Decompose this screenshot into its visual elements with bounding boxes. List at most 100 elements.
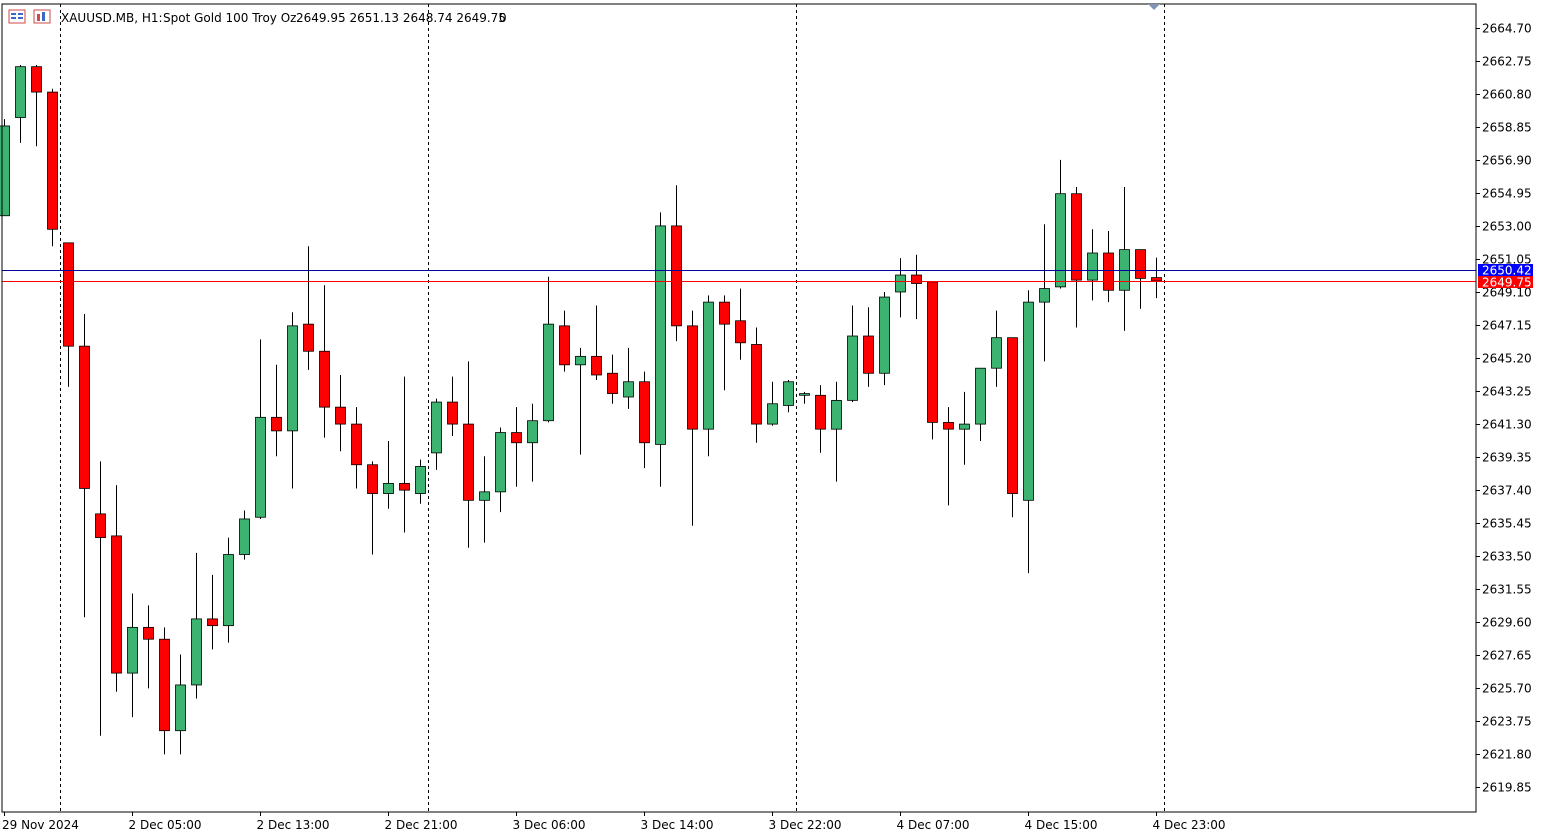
candle[interactable]	[559, 310, 570, 372]
bear-candle-body	[207, 618, 218, 627]
candle[interactable]	[431, 398, 442, 470]
candle[interactable]	[287, 312, 298, 489]
price-scale[interactable]: 2664.70 2662.75 2660.80 2658.85 2656.90 2654.…	[1476, 22, 1532, 795]
candle[interactable]	[367, 461, 378, 555]
bid-price-label: 2649.75	[1482, 276, 1532, 290]
candle[interactable]	[1039, 224, 1050, 362]
bull-candle-body	[239, 518, 250, 555]
candle[interactable]	[735, 288, 746, 360]
candle[interactable]	[1151, 257, 1162, 299]
bear-candle-body	[511, 432, 522, 444]
candle[interactable]	[671, 185, 682, 342]
candle[interactable]	[575, 347, 586, 455]
candle[interactable]	[415, 459, 426, 504]
candle[interactable]	[975, 367, 986, 442]
candle[interactable]	[47, 88, 58, 247]
candle[interactable]	[31, 64, 42, 147]
candle[interactable]	[191, 552, 202, 699]
price-tick-label: 2660.80	[1482, 88, 1532, 102]
candle[interactable]	[1135, 249, 1146, 309]
candle[interactable]	[239, 510, 250, 560]
candle[interactable]	[159, 627, 170, 755]
candle[interactable]	[495, 427, 506, 513]
candle[interactable]	[15, 64, 26, 143]
candle[interactable]	[847, 305, 858, 403]
candle[interactable]	[463, 361, 474, 548]
chart-properties-icon[interactable]	[33, 9, 51, 24]
candle[interactable]	[783, 380, 794, 413]
candle[interactable]	[351, 407, 362, 489]
candle[interactable]	[1007, 337, 1018, 518]
price-tick-label: 2635.45	[1482, 517, 1532, 531]
bear-candle-body	[1103, 252, 1114, 291]
shift-marker-icon[interactable]	[1148, 4, 1160, 10]
candle[interactable]	[1119, 186, 1130, 331]
time-tick-label: 2 Dec 13:00	[257, 818, 330, 832]
candle[interactable]	[127, 593, 138, 718]
candle[interactable]	[223, 537, 234, 643]
candle[interactable]	[895, 258, 906, 318]
candle[interactable]	[799, 391, 810, 404]
candles[interactable]	[0, 64, 1162, 755]
candle[interactable]	[927, 281, 938, 440]
candle[interactable]	[831, 381, 842, 482]
time-scale[interactable]: 29 Nov 2024 2 Dec 05:00 2 Dec 13:00 2 Dec 2…	[2, 812, 1226, 832]
candle[interactable]	[527, 403, 538, 482]
candle[interactable]	[63, 242, 74, 387]
candle[interactable]	[1071, 186, 1082, 328]
candle[interactable]	[111, 485, 122, 692]
candle[interactable]	[607, 354, 618, 404]
candle[interactable]	[863, 307, 874, 387]
candle[interactable]	[943, 407, 954, 506]
candle[interactable]	[335, 374, 346, 452]
candle[interactable]	[1023, 290, 1034, 574]
price-tick-label: 2641.30	[1482, 418, 1532, 432]
candle[interactable]	[991, 310, 1002, 387]
bear-candle-body	[463, 423, 474, 501]
candle[interactable]	[447, 376, 458, 436]
candle[interactable]	[319, 285, 330, 438]
candle[interactable]	[1055, 159, 1066, 289]
bear-candle-body	[943, 421, 954, 430]
candle[interactable]	[655, 212, 666, 487]
price-tick-label: 2647.15	[1482, 319, 1532, 333]
bear-candle-body	[271, 416, 282, 432]
candle[interactable]	[591, 305, 602, 381]
candle[interactable]	[767, 381, 778, 426]
candle[interactable]	[303, 246, 314, 370]
price-tick-label: 2639.35	[1482, 451, 1532, 465]
candle[interactable]	[815, 385, 826, 453]
candle[interactable]	[639, 371, 650, 469]
candle[interactable]	[959, 391, 970, 465]
candle[interactable]	[623, 347, 634, 409]
candle[interactable]	[383, 441, 394, 509]
bear-candle-body	[95, 513, 106, 538]
bear-candle-body	[63, 242, 74, 347]
candle[interactable]	[511, 407, 522, 487]
candle[interactable]	[879, 291, 890, 386]
candle[interactable]	[175, 654, 186, 755]
candle[interactable]	[911, 254, 922, 320]
candle[interactable]	[79, 313, 90, 618]
candle[interactable]	[719, 295, 730, 391]
candle[interactable]	[399, 376, 410, 533]
candle[interactable]	[255, 339, 266, 519]
price-tick-label: 2627.65	[1482, 649, 1532, 663]
candle[interactable]	[751, 327, 762, 443]
candle[interactable]	[543, 276, 554, 423]
candle[interactable]	[207, 574, 218, 650]
candle[interactable]	[271, 364, 282, 457]
chart-table-icon[interactable]	[8, 9, 26, 24]
candle[interactable]	[0, 119, 10, 217]
candle[interactable]	[95, 461, 106, 736]
bear-candle-body	[639, 381, 650, 444]
candle[interactable]	[687, 310, 698, 526]
bear-candle-body	[1151, 277, 1162, 282]
candle[interactable]	[1087, 229, 1098, 301]
candle[interactable]	[479, 456, 490, 543]
candle[interactable]	[143, 605, 154, 689]
candle[interactable]	[1103, 230, 1114, 303]
candle[interactable]	[703, 295, 714, 457]
